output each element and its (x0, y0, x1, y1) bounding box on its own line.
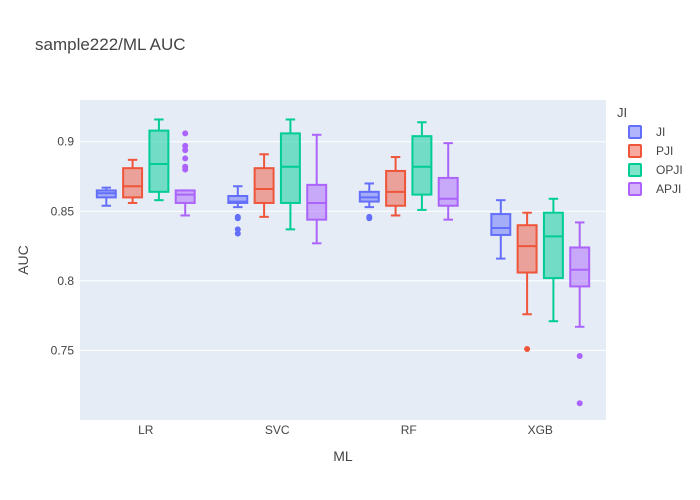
outlier-point (182, 130, 189, 137)
box-pji-xgb[interactable] (516, 211, 538, 353)
iqr-box (148, 129, 170, 193)
outlier-point (576, 400, 583, 407)
box-opji-xgb[interactable] (542, 197, 564, 323)
box-ji-svc[interactable] (227, 185, 249, 237)
box-ji-lr[interactable] (95, 186, 117, 207)
iqr-box (516, 224, 538, 274)
box-opji-lr[interactable] (148, 118, 170, 202)
outlier-point (234, 226, 241, 233)
y-axis-title: AUC (15, 245, 31, 275)
outlier-point (366, 213, 373, 220)
x-axis-ticks: LR SVC RF XGB (138, 423, 553, 437)
legend-item-opji[interactable]: OPJI (628, 163, 683, 177)
y-tick-label: 0.9 (57, 135, 74, 149)
iqr-box (253, 167, 275, 204)
outlier-point (182, 142, 189, 149)
x-tick-label: RF (401, 423, 417, 437)
outlier-point (234, 230, 241, 237)
x-axis-title: ML (333, 448, 353, 464)
box-opji-rf[interactable] (411, 121, 433, 211)
y-tick-label: 0.8 (57, 274, 74, 288)
legend-item-ji[interactable]: JI (628, 125, 665, 139)
legend-title: JI (617, 105, 627, 120)
iqr-box (569, 246, 591, 288)
x-tick-label: SVC (265, 423, 290, 437)
box-opji-svc[interactable] (279, 118, 301, 231)
iqr-box (279, 132, 301, 204)
y-axis-ticks: 0.75 0.8 0.85 0.9 (51, 135, 75, 358)
legend-swatch (628, 182, 642, 196)
outlier-point (234, 213, 241, 220)
box-pji-svc[interactable] (253, 153, 275, 218)
box-pji-rf[interactable] (385, 156, 407, 217)
legend-swatch (628, 163, 642, 177)
box-ji-rf[interactable] (358, 182, 380, 222)
iqr-box (385, 169, 407, 207)
y-tick-label: 0.75 (51, 343, 75, 357)
legend-label: APJI (656, 182, 681, 196)
outlier-point (576, 353, 583, 359)
box-apji-rf[interactable] (437, 142, 459, 221)
iqr-box (437, 176, 459, 207)
legend-label: PJI (656, 144, 673, 158)
box-pji-lr[interactable] (122, 158, 144, 204)
legend-item-apji[interactable]: APJI (628, 182, 681, 196)
legend-label: JI (656, 125, 665, 139)
legend-item-pji[interactable]: PJI (628, 144, 673, 158)
iqr-box (490, 213, 512, 236)
outlier-point (182, 163, 189, 170)
legend-label: OPJI (656, 163, 683, 177)
chart-title: sample222/ML AUC (35, 35, 186, 54)
box-apji-lr[interactable] (174, 130, 196, 217)
box-apji-xgb[interactable] (569, 221, 591, 407)
iqr-box (122, 167, 144, 199)
box-series (95, 118, 591, 407)
box-apji-svc[interactable] (306, 133, 328, 245)
x-tick-label: XGB (528, 423, 553, 437)
iqr-box (411, 135, 433, 196)
iqr-box (227, 195, 249, 204)
outlier-point (524, 346, 531, 353)
legend-swatch (628, 125, 642, 139)
outlier-point (182, 155, 189, 162)
iqr-box (542, 211, 564, 280)
outlier-point (182, 147, 189, 154)
legend[interactable]: JI JI PJI OPJI APJI (617, 105, 683, 196)
y-tick-label: 0.85 (51, 204, 75, 218)
box-ji-xgb[interactable] (490, 199, 512, 260)
legend-swatch (628, 144, 642, 158)
x-tick-label: LR (138, 423, 154, 437)
iqr-box (174, 189, 196, 204)
